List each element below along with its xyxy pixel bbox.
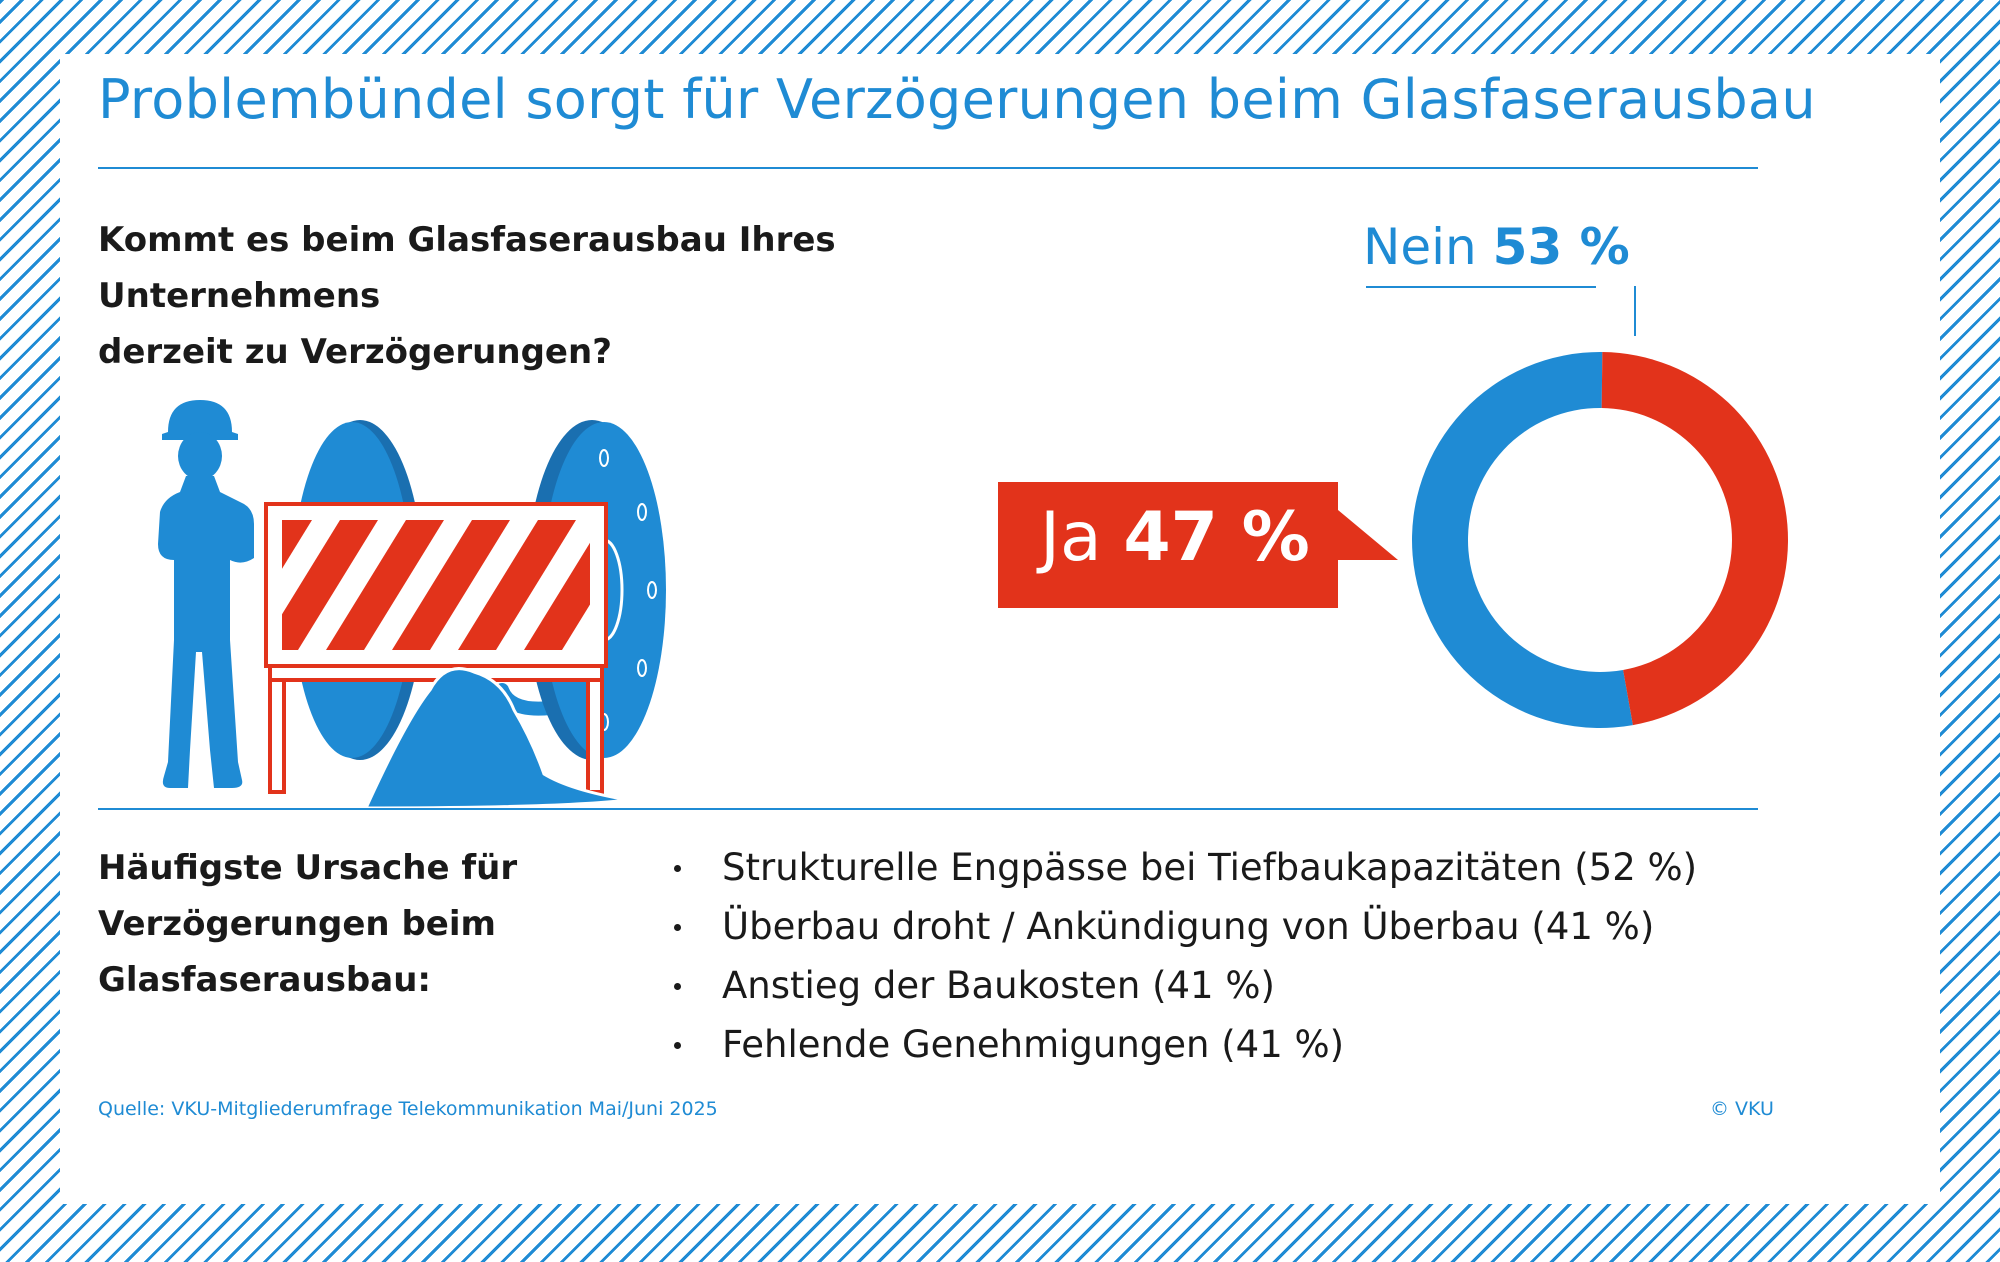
cause-item: Anstieg der Baukosten (41 %) (668, 956, 1697, 1015)
construction-illustration (158, 400, 666, 810)
nein-leader-line-vertical (1634, 286, 1636, 336)
survey-question: Kommt es beim Glasfaserausbau Ihres Unte… (98, 212, 1098, 380)
nein-label: Nein 53 % (1363, 218, 1630, 276)
donut-slice-ja (1601, 352, 1788, 726)
page-title: Problembündel sorgt für Verzögerungen be… (98, 68, 1816, 131)
survey-question-line-2: derzeit zu Verzögerungen? (98, 332, 612, 372)
causes-heading-line-2: Verzögerungen beim (98, 904, 496, 944)
cause-item: Fehlende Genehmigungen (41 %) (668, 1015, 1697, 1074)
ja-label: Ja 47 % (1040, 498, 1310, 577)
cause-item: Strukturelle Engpässe bei Tiefbaukapazit… (668, 838, 1697, 897)
nein-series-name: Nein (1363, 218, 1477, 276)
causes-heading: Häufigste Ursache für Verzögerungen beim… (98, 840, 558, 1008)
barrier-icon (264, 502, 608, 794)
ja-value-label: 47 % (1123, 498, 1310, 577)
source-note: Quelle: VKU-Mitgliederumfrage Telekommun… (98, 1098, 718, 1120)
ja-callout-pointer (1338, 510, 1398, 560)
donut-chart (1411, 352, 1788, 728)
donut-slice-nein (1411, 352, 1633, 728)
nein-value-label: 53 % (1492, 218, 1630, 276)
cause-item: Überbau droht / Ankündigung von Überbau … (668, 897, 1697, 956)
nein-leader-line (1366, 286, 1596, 288)
causes-heading-line-1: Häufigste Ursache für (98, 848, 518, 888)
copyright: © VKU (1710, 1098, 1774, 1120)
causes-list: Strukturelle Engpässe bei Tiefbaukapazit… (668, 838, 1697, 1074)
divider-bottom (98, 808, 1758, 810)
divider-top (98, 167, 1758, 169)
soil-pile-icon (363, 667, 629, 810)
causes-heading-line-3: Glasfaserausbau: (98, 960, 432, 1000)
ja-callout-box (998, 482, 1338, 608)
survey-question-line-1: Kommt es beim Glasfaserausbau Ihres Unte… (98, 220, 836, 316)
ja-series-name: Ja (1040, 498, 1102, 577)
construction-worker-icon (158, 400, 254, 788)
